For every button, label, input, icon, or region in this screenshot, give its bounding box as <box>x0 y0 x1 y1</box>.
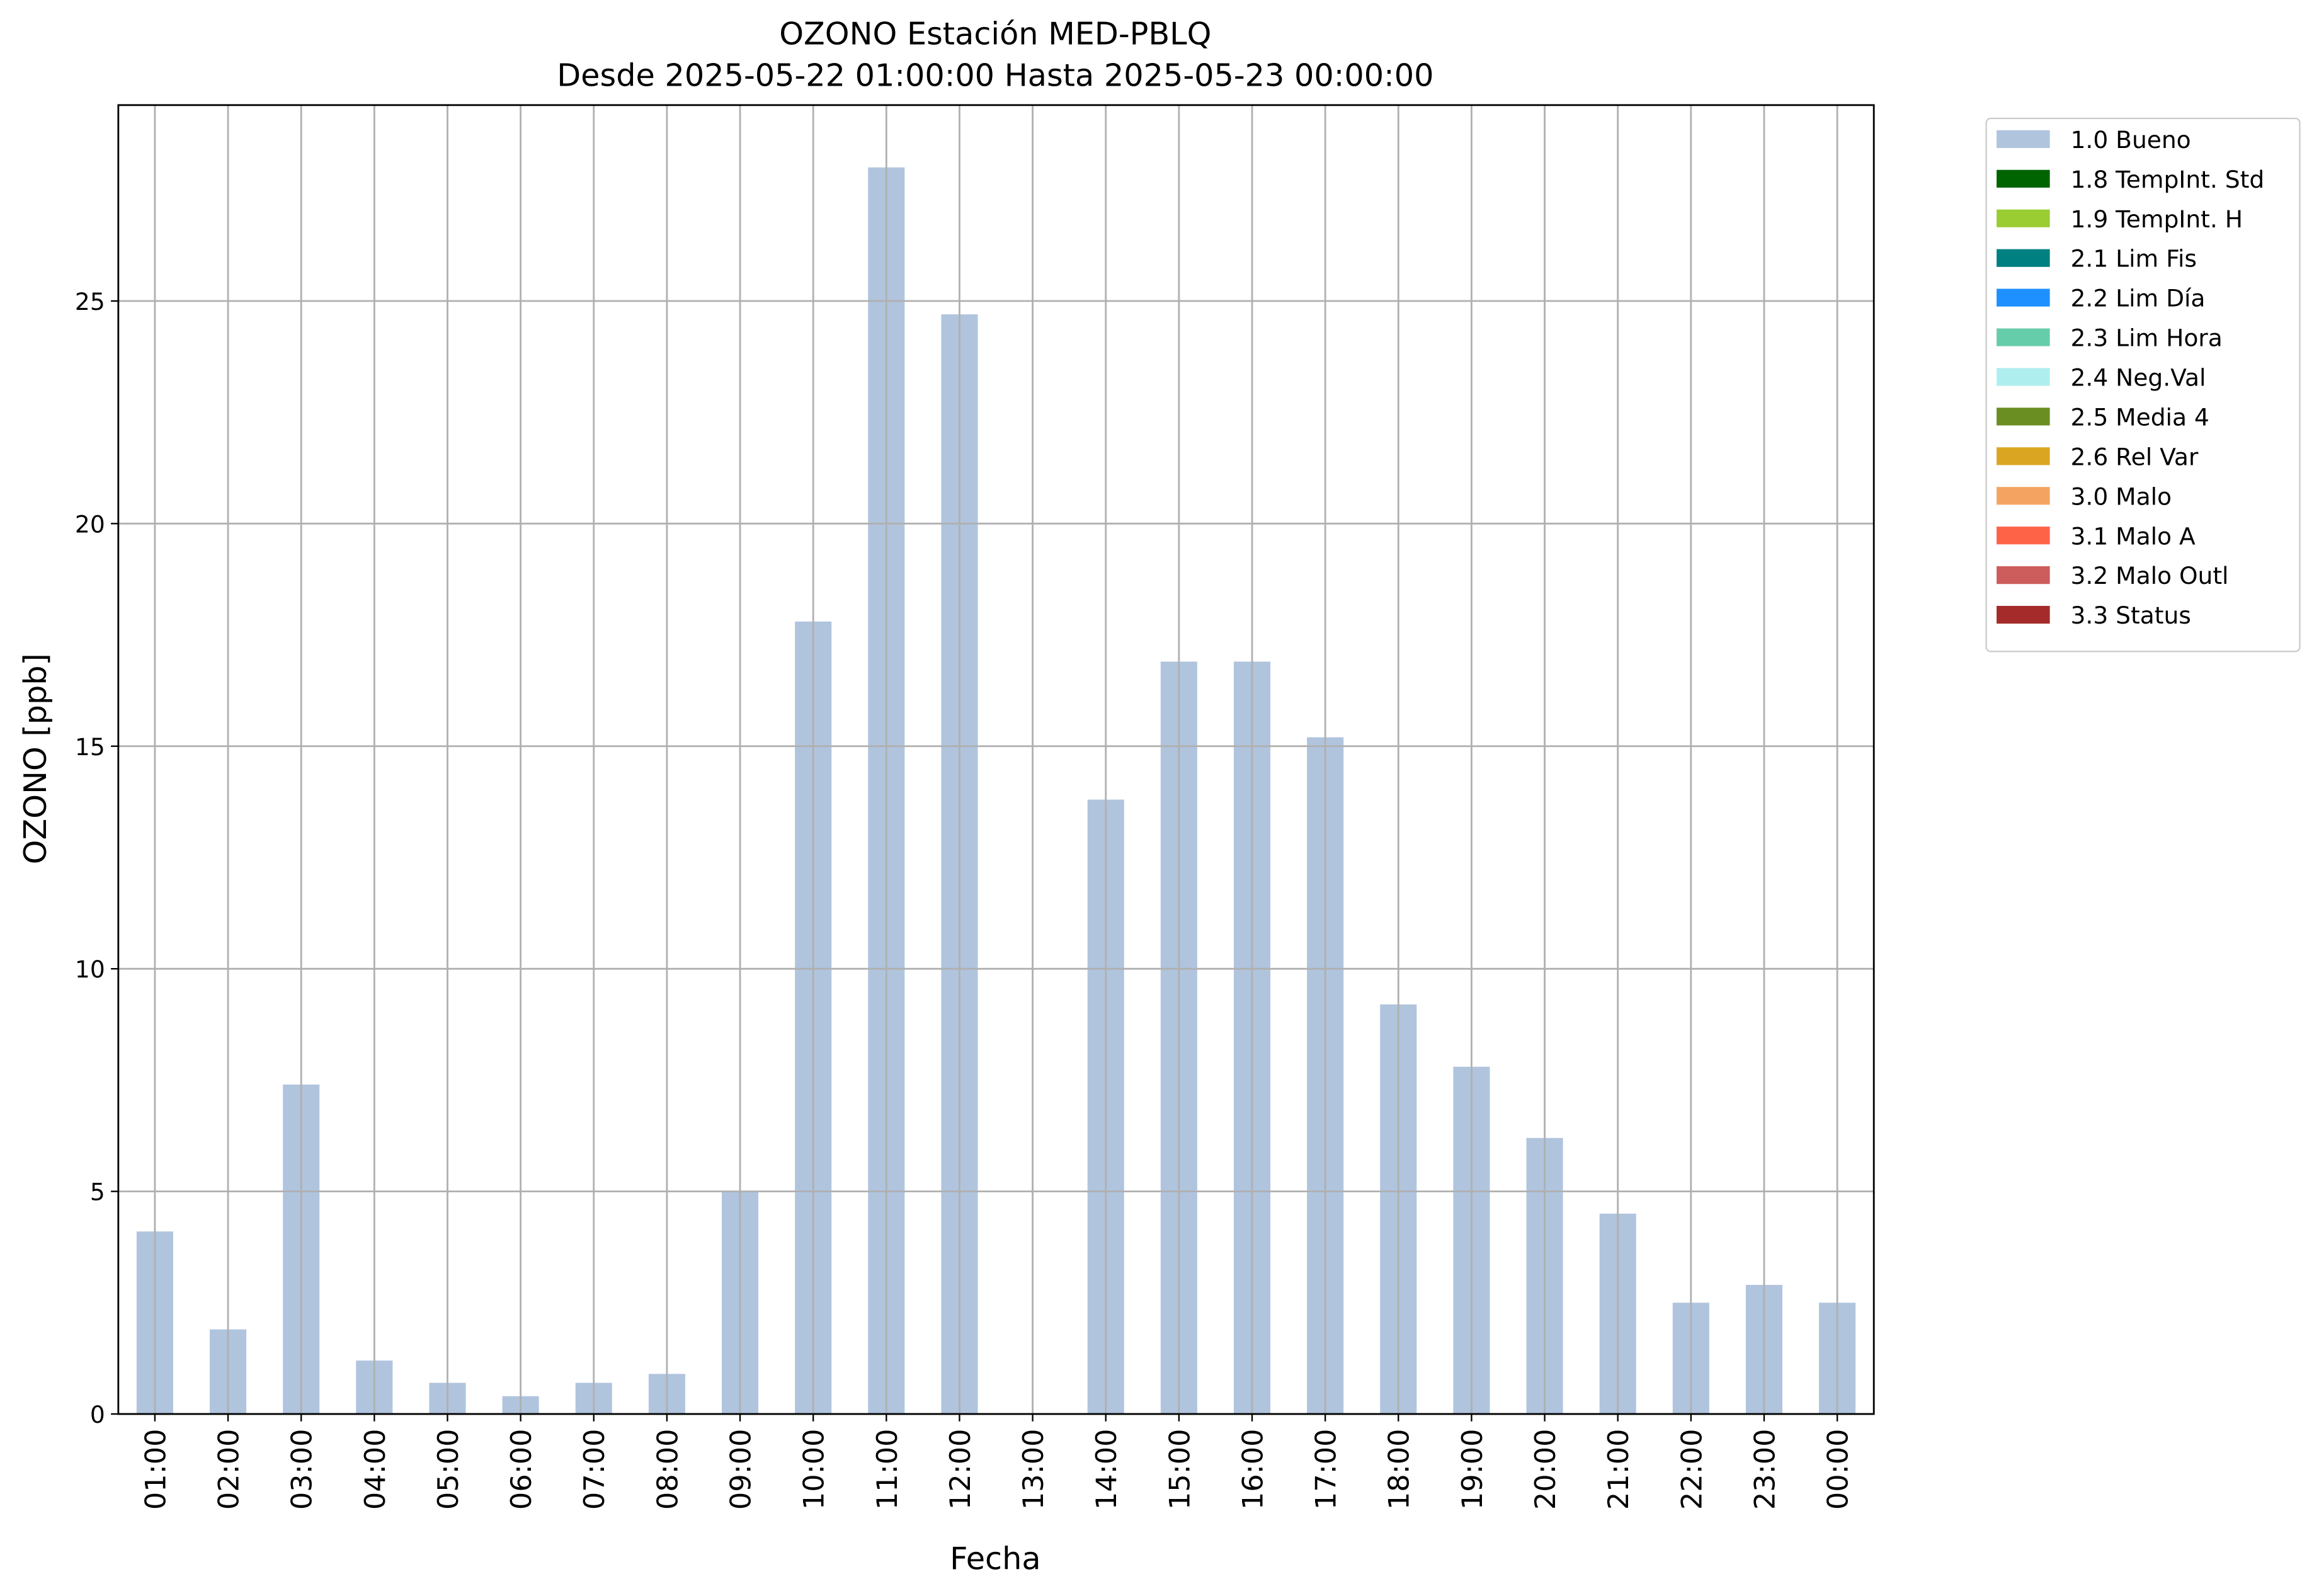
x-tick-label: 05:00 <box>432 1429 465 1510</box>
legend-swatch <box>1997 209 2050 227</box>
legend-swatch <box>1997 130 2050 148</box>
chart-title: OZONO Estación MED-PBLQ <box>779 16 1211 52</box>
plot-frame <box>117 104 1875 1415</box>
y-tick-label: 5 <box>90 1178 105 1206</box>
y-tick-label: 15 <box>75 733 105 761</box>
legend-box <box>1985 117 2301 653</box>
legend-swatch <box>1997 328 2050 346</box>
x-tick-label: 07:00 <box>578 1429 611 1510</box>
legend-label: 3.3 Status <box>2071 601 2191 629</box>
legend-label: 1.8 TempInt. Std <box>2071 166 2265 193</box>
x-tick-label: 03:00 <box>286 1429 319 1510</box>
legend-label: 2.5 Media 4 <box>2071 403 2209 431</box>
x-tick-label: 20:00 <box>1529 1429 1562 1510</box>
x-tick-label: 19:00 <box>1456 1429 1489 1510</box>
x-tick-label: 08:00 <box>651 1429 684 1510</box>
x-tick-label: 04:00 <box>359 1429 392 1510</box>
legend-swatch <box>1997 408 2050 426</box>
legend-label: 2.2 Lim Día <box>2071 285 2206 312</box>
y-tick-label: 10 <box>75 955 105 983</box>
legend-label: 2.3 Lim Hora <box>2071 324 2223 352</box>
x-tick-label: 17:00 <box>1310 1429 1343 1510</box>
legend-label: 1.0 Bueno <box>2071 126 2191 154</box>
chart-subtitle: Desde 2025-05-22 01:00:00 Hasta 2025-05-… <box>557 57 1433 93</box>
y-tick-label: 25 <box>75 288 105 316</box>
x-tick-label: 00:00 <box>1822 1429 1855 1510</box>
x-tick-label: 23:00 <box>1748 1429 1781 1510</box>
legend-label: 2.6 Rel Var <box>2071 443 2199 470</box>
x-axis-label: Fecha <box>950 1541 1041 1577</box>
x-tick-label: 11:00 <box>871 1429 904 1510</box>
legend-swatch <box>1997 368 2050 386</box>
x-tick-label: 15:00 <box>1163 1429 1196 1510</box>
legend-swatch <box>1997 487 2050 505</box>
legend-swatch <box>1997 249 2050 267</box>
legend-label: 1.9 TempInt. H <box>2071 205 2243 233</box>
legend-label: 2.4 Neg.Val <box>2071 364 2206 392</box>
legend-swatch <box>1997 566 2050 584</box>
x-tick-label: 18:00 <box>1383 1429 1416 1510</box>
legend-swatch <box>1997 447 2050 465</box>
legend-swatch <box>1997 288 2050 307</box>
x-tick-label: 13:00 <box>1017 1429 1050 1510</box>
y-tick-label: 20 <box>75 510 105 538</box>
y-axis-label: OZONO [ppb] <box>17 653 54 864</box>
y-tick-label: 0 <box>90 1401 105 1428</box>
x-tick-label: 22:00 <box>1675 1429 1708 1510</box>
x-tick-label: 01:00 <box>139 1429 172 1510</box>
x-tick-label: 09:00 <box>724 1429 757 1510</box>
x-tick-label: 10:00 <box>798 1429 831 1510</box>
legend-label: 3.2 Malo Outl <box>2071 562 2229 590</box>
x-tick-label: 02:00 <box>213 1429 246 1510</box>
legend-label: 3.0 Malo <box>2071 482 2172 510</box>
legend-label: 3.1 Malo A <box>2071 522 2196 550</box>
x-tick-label: 14:00 <box>1090 1429 1123 1510</box>
legend-swatch <box>1997 527 2050 545</box>
x-tick-label: 21:00 <box>1602 1429 1635 1510</box>
x-tick-label: 06:00 <box>505 1429 538 1510</box>
x-tick-label: 16:00 <box>1236 1429 1269 1510</box>
legend-swatch <box>1997 169 2050 188</box>
legend-swatch <box>1997 605 2050 624</box>
x-tick-label: 12:00 <box>944 1429 977 1510</box>
legend-label: 2.1 Lim Fis <box>2071 245 2197 273</box>
